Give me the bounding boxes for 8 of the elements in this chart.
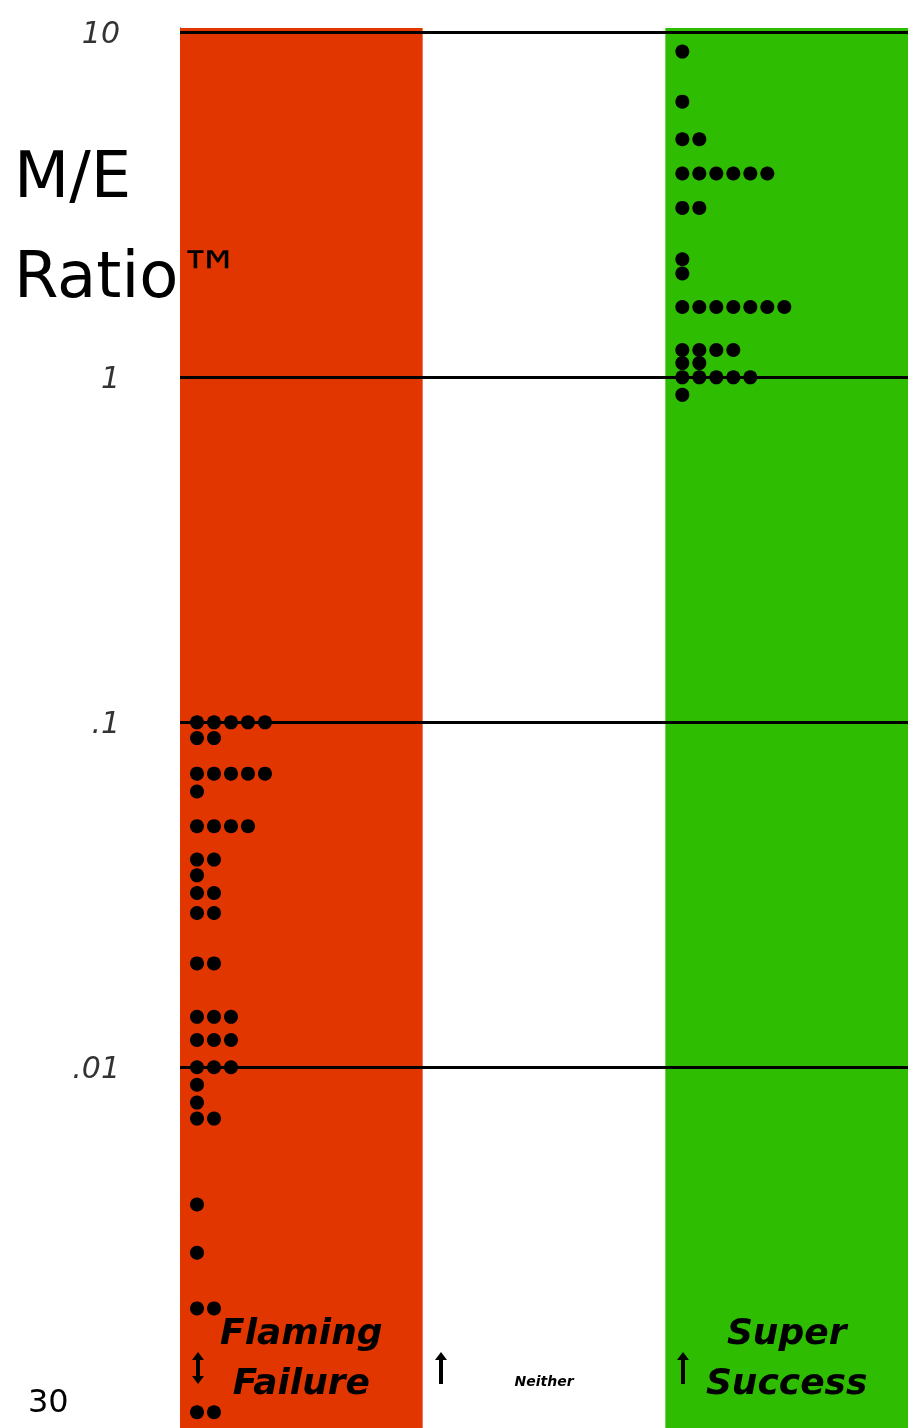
y-tick-label: .1: [91, 704, 120, 740]
x-tick-label: Neither: [514, 1373, 575, 1389]
x-tick-label: Flaming Failure: [220, 1310, 383, 1402]
y-tick-label: 1: [100, 359, 120, 395]
y-tick-label: .01: [72, 1049, 120, 1085]
x-tick-label: Super Success: [705, 1310, 868, 1402]
text: 30: [28, 1382, 69, 1420]
y-tick-label: 10: [81, 14, 120, 50]
